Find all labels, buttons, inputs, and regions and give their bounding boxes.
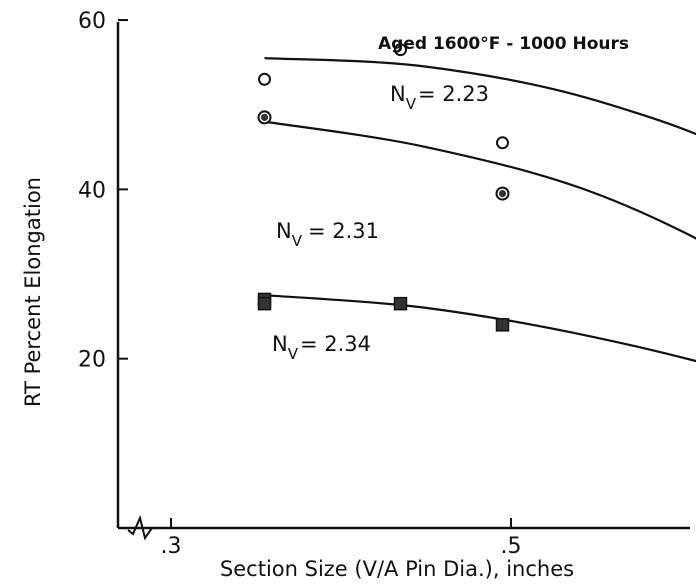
x-tick-label: .5 [501,534,522,559]
series-label-2: NV = 2.31 [276,219,379,250]
markers [257,43,510,332]
data-point-open-circle [258,72,271,86]
x-ticks: .3.5.7 [161,518,522,559]
chart-annotation: Aged 1600°F - 1000 Hours [378,34,629,54]
series-curve-1 [264,57,696,136]
x-tick-label: .3 [161,534,182,559]
y-tick-label: 20 [78,348,106,373]
y-ticks: 20 40 60 [78,9,128,373]
x-axis-break [127,514,153,541]
y-tick-label: 60 [78,9,106,34]
data-point-filled-square [393,296,408,311]
data-point-dotted-circle-center [498,189,507,198]
y-axis-title: RT Percent Elongation [21,177,45,407]
series-label-1: NV= 2.23 [390,82,489,113]
series-label-3: NV= 2.34 [272,332,371,363]
series-curve-3 [264,294,696,363]
data-point-open-circle [394,43,407,57]
y-tick-label: 40 [78,178,106,203]
series-curve-2 [264,120,696,240]
x-axis-title: Section Size (V/A Pin Dia.), inches [220,557,574,581]
curves [264,57,696,363]
data-point-dotted-circle-center [260,113,269,121]
axes [116,22,690,541]
data-point-filled-square [495,318,510,332]
data-point-filled-square [257,296,272,311]
data-point-open-circle [496,136,509,150]
